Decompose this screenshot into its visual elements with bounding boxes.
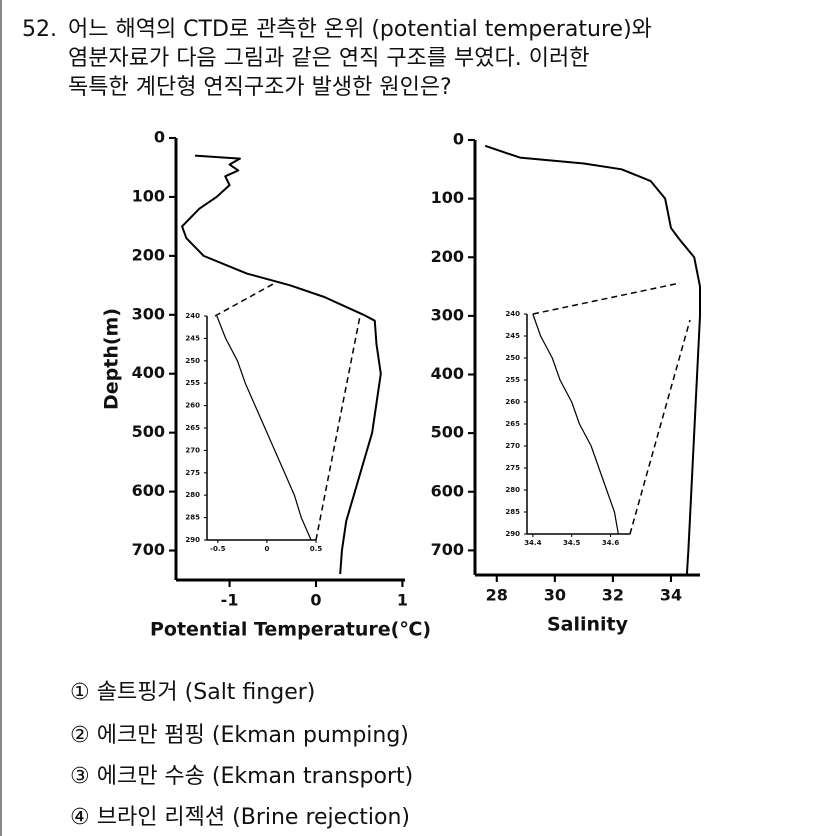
question-line: 독특한 계단형 연직구조가 발생한 원인은?	[68, 75, 452, 100]
y-tick-label: 0	[154, 128, 165, 147]
y-tick-label: 500	[431, 423, 464, 442]
x-tick-label: 0	[310, 591, 321, 610]
x-tick-label: 30	[544, 586, 566, 605]
y-tick-label: 300	[132, 304, 165, 323]
y-tick-label: 265	[185, 424, 200, 432]
y-tick-label: 270	[505, 442, 520, 450]
y-tick-label: 100	[132, 186, 165, 205]
question-number: 52.	[22, 17, 57, 42]
x-tick-label: 34.4	[524, 539, 541, 547]
y-tick-label: 265	[505, 420, 520, 428]
y-tick-label: 700	[431, 540, 464, 559]
y-tick-label: 400	[132, 363, 165, 382]
y-tick-label: 240	[185, 312, 200, 320]
y-tick-label: 240	[505, 310, 520, 318]
y-tick-label: 280	[505, 486, 520, 494]
y-tick-label: 260	[505, 398, 520, 406]
y-tick-label: 250	[505, 354, 520, 362]
x-tick-label: 0.5	[310, 545, 323, 553]
y-tick-label: 280	[185, 491, 200, 499]
y-tick-label: 285	[505, 508, 520, 516]
y-tick-label: 700	[132, 540, 165, 559]
question-line: 염분자료가 다음 그림과 같은 연직 구조를 부였다. 이러한	[68, 46, 589, 71]
x-tick-label: -1	[221, 591, 239, 610]
y-tick-label: 285	[185, 514, 200, 522]
x-tick-label: 1	[397, 591, 408, 610]
zoom-connectors	[214, 282, 691, 541]
y-tick-label: 245	[505, 332, 520, 340]
question-line: 어느 해역의 CTD로 관측한 온위 (potential temperatur…	[68, 17, 652, 42]
profile-line	[484, 144, 701, 574]
y-tick-label: 500	[132, 422, 165, 441]
x-tick-label: 34.5	[563, 539, 580, 547]
y-tick-label: 250	[185, 357, 200, 365]
y-tick-label: 290	[505, 530, 520, 538]
y-tick-label: 100	[431, 188, 464, 207]
y-tick-label: 275	[185, 469, 200, 477]
y-tick-label: 245	[185, 334, 200, 342]
y-tick-label: 255	[185, 379, 200, 387]
x-tick-label: 28	[486, 586, 508, 605]
x-axis-title: Potential Temperature(℃)	[150, 619, 431, 641]
option: ④ 브라인 리젝션 (Brine rejection)	[70, 805, 410, 830]
profile-line	[216, 315, 312, 541]
option: ① 솔트핑거 (Salt finger)	[70, 680, 315, 705]
x-tick-label: 0	[264, 545, 269, 553]
x-axis-title: Salinity	[547, 614, 629, 636]
y-tick-label: 255	[505, 376, 520, 384]
profile-line	[532, 313, 619, 535]
x-tick-label: 32	[602, 586, 624, 605]
option: ③ 에크만 수송 (Ekman transport)	[70, 764, 413, 789]
x-tick-label: 34.6	[602, 539, 619, 547]
y-tick-label: 260	[185, 402, 200, 410]
y-tick-label: 400	[431, 364, 464, 383]
y-tick-label: 200	[431, 247, 464, 266]
option: ② 에크만 펌핑 (Ekman pumping)	[70, 723, 409, 748]
y-tick-label: 200	[132, 245, 165, 264]
y-tick-label: 290	[185, 536, 200, 544]
y-tick-label: 600	[431, 481, 464, 500]
x-tick-label: -0.5	[210, 545, 225, 553]
y-axis-title: Depth(m)	[101, 308, 123, 410]
y-tick-label: 600	[132, 481, 165, 500]
x-tick-label: 34	[660, 586, 682, 605]
y-tick-label: 270	[185, 446, 200, 454]
y-tick-label: 300	[431, 305, 464, 324]
profile-line	[181, 154, 382, 575]
y-tick-label: 0	[453, 130, 464, 149]
y-tick-label: 275	[505, 464, 520, 472]
